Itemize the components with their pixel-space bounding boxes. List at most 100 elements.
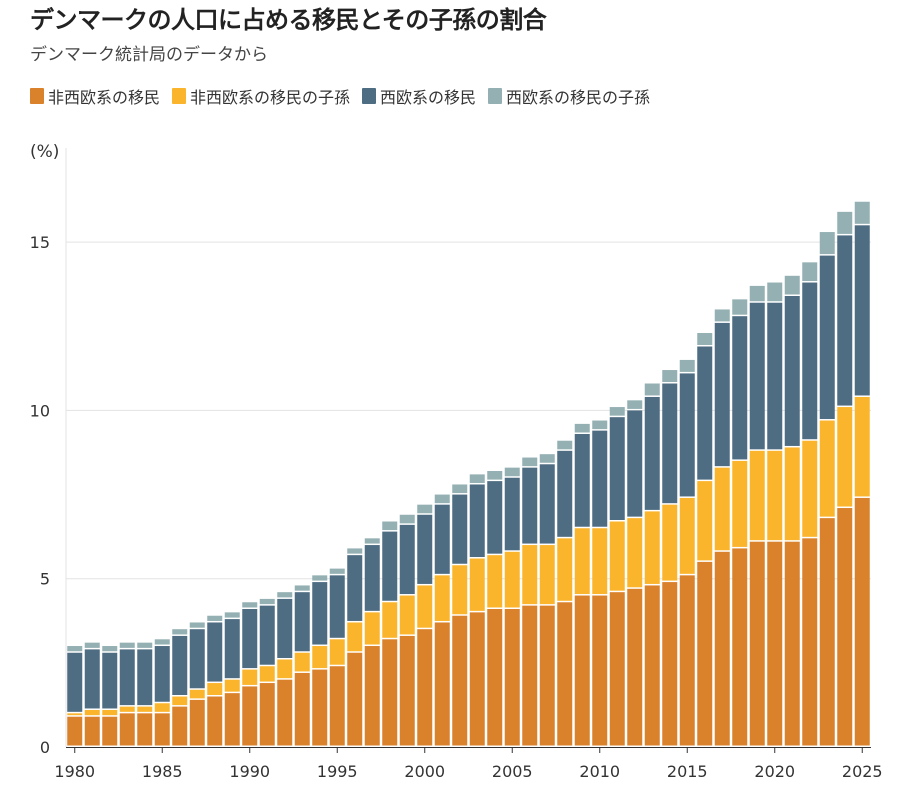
legend-label: 非西欧系の移民 bbox=[48, 88, 161, 107]
bar-segment-1998-s0 bbox=[382, 639, 398, 746]
bar-segment-2003-s2 bbox=[469, 484, 485, 558]
bar-segment-2008-s1 bbox=[557, 538, 573, 601]
bar-segment-2011-s1 bbox=[609, 521, 625, 591]
bar-segment-1983-s0 bbox=[119, 713, 135, 746]
bar-segment-1981-s1 bbox=[84, 709, 100, 716]
legend-item-nonwestern-descendants: 非西欧系の移民の子孫 bbox=[172, 84, 350, 108]
bar-segment-2022-s3 bbox=[802, 262, 818, 282]
bar-segment-1997-s2 bbox=[364, 545, 380, 611]
bar-segment-1985-s0 bbox=[154, 713, 170, 746]
bar-segment-2004-s1 bbox=[487, 555, 503, 608]
bar-segment-1992-s2 bbox=[277, 598, 293, 658]
bar-segment-2018-s2 bbox=[732, 316, 748, 460]
bar-segment-1999-s3 bbox=[399, 514, 415, 524]
bar-segment-2021-s0 bbox=[784, 541, 800, 746]
bar-segment-1984-s0 bbox=[137, 713, 153, 746]
bar-segment-2004-s2 bbox=[487, 481, 503, 554]
bar-segment-1990-s3 bbox=[242, 602, 258, 608]
bar-segment-1993-s3 bbox=[294, 585, 310, 591]
bar-segment-2002-s2 bbox=[452, 494, 468, 564]
bar-segment-1998-s1 bbox=[382, 602, 398, 638]
bar-segment-1980-s0 bbox=[67, 716, 83, 746]
bar-segment-1989-s0 bbox=[224, 693, 240, 746]
bar-segment-2015-s3 bbox=[679, 359, 695, 372]
bar-segment-2014-s1 bbox=[662, 504, 678, 581]
bar-segment-2017-s3 bbox=[714, 309, 730, 322]
bar-segment-2006-s0 bbox=[522, 605, 538, 746]
bar-segment-1992-s0 bbox=[277, 679, 293, 746]
bar-segment-2008-s2 bbox=[557, 450, 573, 537]
bar-segment-2010-s3 bbox=[592, 420, 608, 430]
bar-segment-2002-s1 bbox=[452, 565, 468, 615]
bar-segment-2022-s2 bbox=[802, 282, 818, 440]
legend-item-western-descendants: 西欧系の移民の子孫 bbox=[488, 84, 650, 108]
bars bbox=[67, 201, 870, 746]
bar-segment-2018-s1 bbox=[732, 460, 748, 547]
bar-segment-1999-s2 bbox=[399, 524, 415, 595]
y-tick-label: 5 bbox=[40, 570, 50, 589]
x-tick-label: 1990 bbox=[229, 762, 270, 781]
bar-segment-1983-s2 bbox=[119, 649, 135, 706]
bar-segment-2005-s0 bbox=[504, 609, 520, 746]
chart-subtitle: デンマーク統計局のデータから bbox=[30, 45, 268, 65]
bar-segment-2022-s1 bbox=[802, 440, 818, 537]
x-tick-label: 1985 bbox=[142, 762, 183, 781]
bar-segment-1993-s0 bbox=[294, 672, 310, 746]
bar-segment-1989-s3 bbox=[224, 612, 240, 618]
bar-segment-1994-s3 bbox=[312, 575, 328, 581]
y-axis-unit-label: (%) bbox=[30, 142, 60, 162]
bar-segment-2000-s3 bbox=[417, 504, 433, 514]
legend-item-western-immigrants: 西欧系の移民 bbox=[362, 84, 476, 108]
y-tick-label: 0 bbox=[40, 738, 50, 757]
bar-segment-2020-s0 bbox=[767, 541, 783, 746]
x-tick-label: 2000 bbox=[404, 762, 445, 781]
bar-segment-2008-s3 bbox=[557, 440, 573, 450]
bar-segment-1995-s2 bbox=[329, 575, 345, 638]
bar-segment-2025-s0 bbox=[854, 497, 870, 746]
bar-segment-2025-s1 bbox=[854, 396, 870, 497]
bar-segment-1987-s1 bbox=[189, 689, 205, 699]
bar-segment-2017-s0 bbox=[714, 551, 730, 746]
bar-segment-2001-s2 bbox=[434, 504, 450, 574]
bar-segment-2023-s1 bbox=[819, 420, 835, 517]
legend-swatch bbox=[362, 88, 377, 104]
bar-segment-2015-s2 bbox=[679, 373, 695, 497]
bar-segment-1999-s0 bbox=[399, 635, 415, 746]
bar-segment-1996-s1 bbox=[347, 622, 363, 652]
bar-segment-2007-s3 bbox=[539, 454, 555, 463]
bar-segment-1988-s3 bbox=[207, 615, 223, 621]
bar-segment-1994-s1 bbox=[312, 646, 328, 669]
x-tick-label: 1980 bbox=[54, 762, 95, 781]
bar-segment-2023-s0 bbox=[819, 518, 835, 746]
bar-segment-1987-s3 bbox=[189, 622, 205, 628]
bar-segment-2009-s2 bbox=[574, 433, 590, 527]
bar-segment-2014-s0 bbox=[662, 582, 678, 746]
bar-segment-2010-s1 bbox=[592, 528, 608, 595]
bar-segment-1992-s1 bbox=[277, 659, 293, 679]
bar-segment-2017-s2 bbox=[714, 322, 730, 467]
bar-segment-2013-s1 bbox=[644, 511, 660, 584]
bar-segment-1981-s3 bbox=[84, 642, 100, 648]
bar-segment-2003-s3 bbox=[469, 474, 485, 483]
bar-segment-2000-s1 bbox=[417, 585, 433, 628]
legend-swatch bbox=[30, 88, 44, 104]
bar-segment-1983-s3 bbox=[119, 642, 135, 648]
y-tick-label: 10 bbox=[30, 401, 50, 420]
bar-segment-1984-s1 bbox=[137, 706, 153, 712]
bar-segment-1988-s0 bbox=[207, 696, 223, 746]
bar-segment-1985-s1 bbox=[154, 703, 170, 712]
bar-segment-1995-s3 bbox=[329, 568, 345, 574]
bar-segment-2002-s0 bbox=[452, 615, 468, 746]
bar-segment-1988-s1 bbox=[207, 683, 223, 696]
bar-segment-1991-s3 bbox=[259, 598, 275, 605]
bar-segment-2024-s3 bbox=[837, 211, 853, 234]
bar-segment-2005-s2 bbox=[504, 477, 520, 551]
bar-segment-2019-s0 bbox=[749, 541, 765, 746]
bar-segment-2003-s0 bbox=[469, 612, 485, 746]
bar-segment-2025-s2 bbox=[854, 225, 870, 396]
bar-segment-1982-s3 bbox=[102, 646, 118, 652]
bar-segment-2011-s2 bbox=[609, 417, 625, 520]
bar-segment-1980-s3 bbox=[67, 646, 83, 652]
bar-segment-2012-s3 bbox=[627, 400, 643, 409]
